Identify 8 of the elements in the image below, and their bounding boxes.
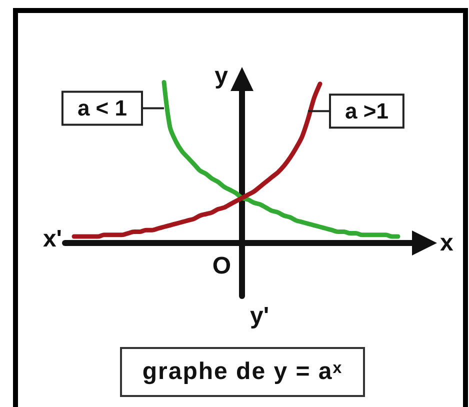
text: y' — [250, 302, 270, 330]
x-axis-title: x — [440, 229, 454, 256]
series-label: a < 1 — [77, 96, 127, 121]
text: O — [212, 252, 231, 280]
text: x' — [42, 225, 62, 252]
text: graphe de y = a$^{x}$ — [120, 347, 365, 397]
series-label: a >1 — [345, 98, 388, 124]
y-axis-title: y — [214, 62, 229, 90]
